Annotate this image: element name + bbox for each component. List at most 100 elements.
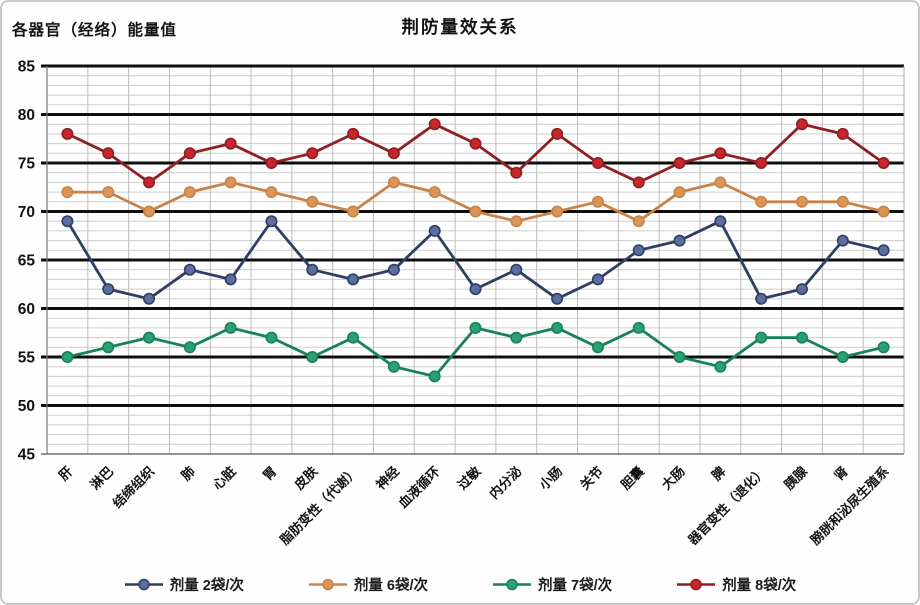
x-tick-label: 神经 bbox=[373, 464, 402, 493]
data-point bbox=[428, 224, 441, 237]
data-point bbox=[265, 215, 278, 228]
data-point bbox=[795, 283, 808, 296]
data-point bbox=[224, 321, 237, 334]
data-point bbox=[387, 176, 400, 189]
y-tick-label: 60 bbox=[18, 301, 35, 318]
data-point bbox=[510, 331, 523, 344]
legend-dot bbox=[690, 578, 702, 591]
data-point bbox=[469, 137, 482, 150]
x-tick-label: 胰腺 bbox=[781, 463, 811, 493]
x-tick-label: 血液循环 bbox=[395, 464, 442, 511]
data-point bbox=[265, 331, 278, 344]
data-point bbox=[836, 350, 849, 363]
data-point bbox=[551, 321, 564, 334]
x-tick-label: 胆囊 bbox=[618, 463, 648, 493]
chart-legend: 剂量 2袋/次 剂量 6袋/次 剂量 7袋/次 剂量 8袋/次 bbox=[2, 574, 918, 595]
x-tick-label: 心脏 bbox=[210, 464, 239, 493]
x-tick-label: 肝 bbox=[56, 464, 76, 484]
legend-entry: 剂量 8袋/次 bbox=[676, 574, 796, 595]
data-point bbox=[102, 341, 115, 354]
data-point bbox=[183, 147, 196, 160]
x-tick-label: 肾 bbox=[831, 463, 852, 484]
data-point bbox=[469, 321, 482, 334]
y-tick-label: 45 bbox=[18, 447, 36, 464]
series-剂量 7袋/次 bbox=[61, 321, 890, 383]
legend-entry: 剂量 7袋/次 bbox=[492, 574, 612, 595]
data-point bbox=[143, 176, 156, 189]
data-point bbox=[183, 341, 196, 354]
data-point bbox=[714, 176, 727, 189]
data-point bbox=[143, 331, 156, 344]
data-point bbox=[469, 205, 482, 218]
data-point bbox=[347, 331, 360, 344]
data-point bbox=[224, 176, 237, 189]
legend-dot bbox=[138, 578, 150, 591]
chart-title: 荆防量效关系 bbox=[401, 17, 519, 37]
data-point bbox=[102, 147, 115, 160]
data-point bbox=[265, 157, 278, 170]
data-point bbox=[510, 166, 523, 179]
data-point bbox=[428, 370, 441, 383]
y-axis-title: 各器官（经络）能量值 bbox=[12, 22, 178, 39]
data-point bbox=[347, 205, 360, 218]
data-point bbox=[306, 147, 319, 160]
data-point bbox=[183, 263, 196, 276]
data-point bbox=[591, 273, 604, 286]
data-point bbox=[265, 186, 278, 199]
series-剂量 6袋/次 bbox=[61, 176, 890, 228]
data-point bbox=[673, 350, 686, 363]
data-point bbox=[836, 234, 849, 247]
data-point bbox=[877, 341, 890, 354]
data-point bbox=[673, 234, 686, 247]
data-point bbox=[61, 186, 74, 199]
data-point bbox=[428, 118, 441, 131]
data-point bbox=[673, 157, 686, 170]
x-tick-label: 膀胱和泌尿生殖系 bbox=[807, 464, 892, 549]
y-tick-label: 85 bbox=[18, 59, 36, 76]
legend-dot bbox=[322, 578, 334, 591]
x-tick-label: 器官变性（退化） bbox=[684, 464, 769, 549]
data-point bbox=[836, 127, 849, 140]
data-point bbox=[877, 244, 890, 257]
x-tick-label: 脂肪变性（代谢） bbox=[276, 464, 361, 549]
data-point bbox=[387, 263, 400, 276]
data-point bbox=[836, 195, 849, 208]
x-tick-label: 淋巴 bbox=[87, 464, 116, 493]
x-tick-label: 胃 bbox=[260, 464, 280, 484]
y-tick-label: 65 bbox=[18, 253, 36, 270]
legend-marker-icon bbox=[677, 578, 716, 591]
legend-marker-icon bbox=[124, 578, 163, 591]
data-point bbox=[591, 195, 604, 208]
data-point bbox=[224, 273, 237, 286]
data-point bbox=[61, 127, 74, 140]
x-tick-label: 内分泌 bbox=[486, 464, 524, 502]
data-point bbox=[591, 157, 604, 170]
x-tick-label: 结缔组织 bbox=[110, 464, 157, 511]
data-point bbox=[795, 118, 808, 131]
y-tick-label: 50 bbox=[18, 398, 35, 415]
data-point bbox=[877, 157, 890, 170]
data-point bbox=[387, 147, 400, 160]
data-point bbox=[306, 195, 319, 208]
data-point bbox=[102, 283, 115, 296]
data-point bbox=[632, 176, 645, 189]
data-point bbox=[714, 215, 727, 228]
data-point bbox=[755, 157, 768, 170]
data-point bbox=[224, 137, 237, 150]
legend-label: 剂量 6袋/次 bbox=[353, 578, 428, 594]
data-point bbox=[632, 321, 645, 334]
data-point bbox=[755, 195, 768, 208]
legend-label: 剂量 7袋/次 bbox=[538, 578, 613, 594]
data-point bbox=[795, 195, 808, 208]
y-tick-label: 75 bbox=[18, 156, 36, 173]
legend-entry: 剂量 6袋/次 bbox=[308, 574, 428, 595]
data-point bbox=[102, 186, 115, 199]
legend-entry: 剂量 2袋/次 bbox=[124, 574, 244, 595]
y-tick-label: 70 bbox=[18, 204, 35, 221]
x-tick-label: 关节 bbox=[577, 464, 606, 493]
data-point bbox=[61, 215, 74, 228]
data-point bbox=[306, 350, 319, 363]
legend-marker-icon bbox=[308, 578, 347, 591]
